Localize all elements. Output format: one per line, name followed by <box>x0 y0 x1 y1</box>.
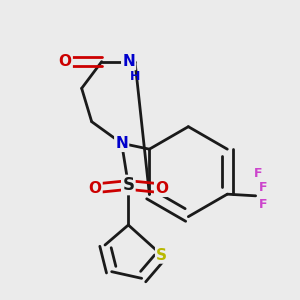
Text: O: O <box>155 181 168 196</box>
Text: H: H <box>130 70 140 83</box>
Text: O: O <box>59 54 72 69</box>
Text: S: S <box>156 248 167 262</box>
Text: F: F <box>254 167 262 180</box>
Text: O: O <box>88 181 101 196</box>
Text: F: F <box>259 181 268 194</box>
Text: N: N <box>115 136 128 151</box>
Text: F: F <box>259 198 268 211</box>
Text: N: N <box>122 54 135 69</box>
Text: S: S <box>122 176 134 194</box>
